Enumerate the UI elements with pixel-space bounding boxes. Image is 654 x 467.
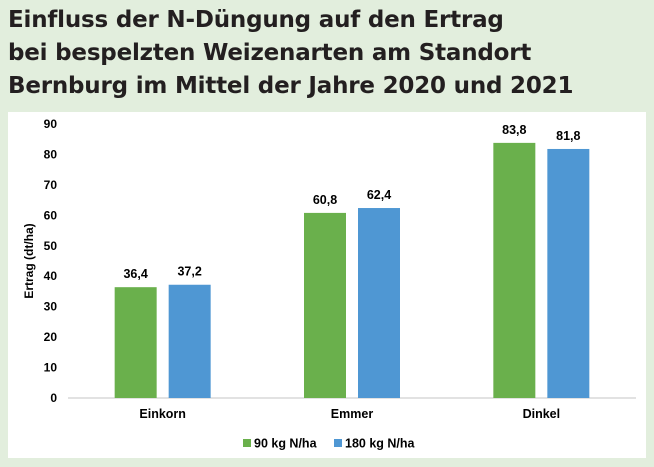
x-tick-label: Dinkel (523, 407, 561, 421)
data-label: 83,8 (502, 123, 526, 137)
x-tick-label: Einkorn (139, 407, 186, 421)
y-axis-ticks: 0 10 20 30 40 50 60 70 80 90 (44, 117, 58, 405)
bar-emmer-90 (304, 212, 346, 398)
bars: 36,4 37,2 60,8 62,4 83,8 81,8 (114, 123, 590, 398)
legend: 90 kg N/ha 180 kg N/ha (243, 437, 416, 451)
data-label: 37,2 (177, 265, 201, 279)
x-tick-label: Emmer (331, 407, 374, 421)
y-tick-label: 0 (50, 391, 57, 405)
chart-title: Einfluss der N-Düngung auf den Ertrag be… (8, 4, 648, 103)
y-axis-label: Ertrag (dt/ha) (22, 223, 36, 298)
x-axis-categories: Einkorn Emmer Dinkel (139, 407, 560, 421)
data-label: 36,4 (123, 267, 147, 281)
y-tick-label: 70 (44, 178, 58, 192)
y-tick-label: 60 (44, 208, 58, 222)
bar-einkorn-180 (168, 284, 211, 398)
bar-einkorn-90 (114, 287, 157, 398)
data-label: 62,4 (367, 188, 391, 202)
chart-title-line-3: Bernburg im Mittel der Jahre 2020 und 20… (8, 73, 574, 99)
y-tick-label: 50 (44, 239, 58, 253)
y-tick-label: 80 (44, 147, 58, 161)
data-label: 60,8 (313, 193, 337, 207)
chart-title-line-1: Einfluss der N-Düngung auf den Ertrag (8, 7, 504, 33)
bar-dinkel-180 (547, 148, 590, 398)
legend-label: 180 kg N/ha (345, 437, 416, 451)
chart-title-line-2: bei bespelzten Weizenarten am Standort (8, 40, 532, 66)
legend-label: 90 kg N/ha (254, 437, 318, 451)
y-tick-label: 90 (44, 117, 58, 131)
bar-dinkel-90 (493, 142, 536, 398)
y-tick-label: 40 (44, 269, 58, 283)
y-tick-label: 10 (44, 361, 58, 375)
data-label: 81,8 (556, 129, 580, 143)
legend-swatch (243, 439, 251, 447)
bar-emmer-180 (358, 208, 400, 398)
legend-swatch (334, 439, 342, 447)
y-tick-label: 20 (44, 330, 58, 344)
y-tick-label: 30 (44, 300, 58, 314)
